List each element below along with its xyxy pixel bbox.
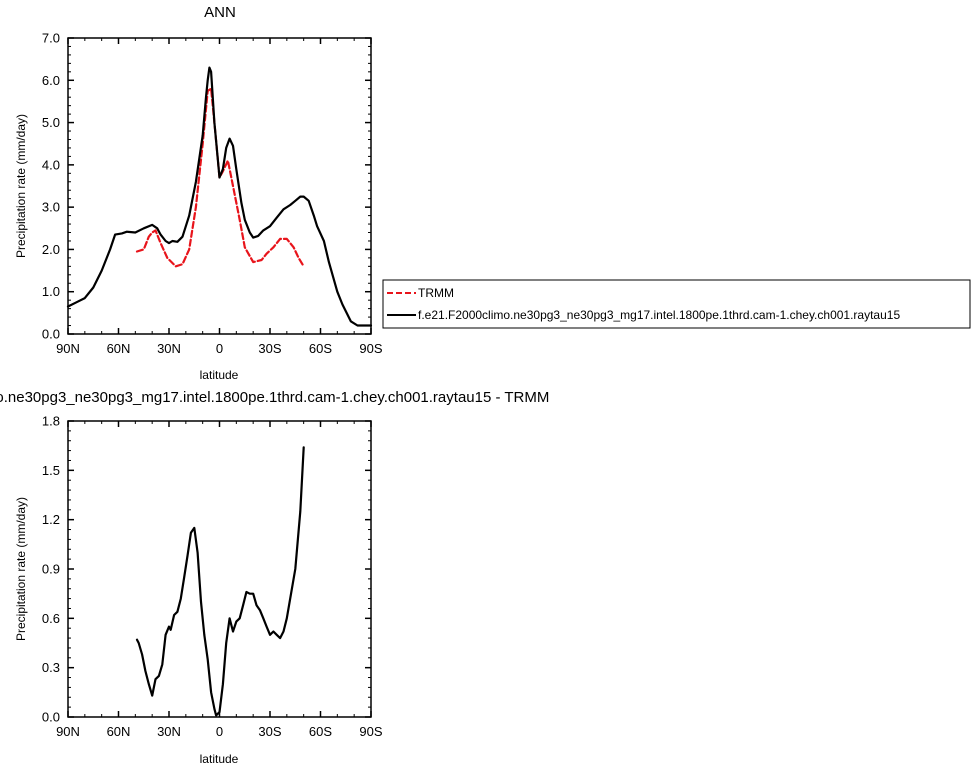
bottom-x-tick-label: 30N: [157, 724, 181, 739]
top-tick-marks: [67, 37, 372, 335]
bottom-y-tick-label: 1.8: [42, 414, 60, 429]
top-panel: ANN 90N 60N 30N 0 30S 60S 90S 0.0 1.0 2.0 3.0 4.0 5.…: [14, 4, 383, 382]
bottom-y-tick-label: 0.9: [42, 562, 60, 577]
bottom-panel: f.e21.F2000climo.ne30pg3_ne30pg3_mg17.in…: [0, 389, 549, 766]
top-y-axis-label: Precipitation rate (mm/day): [14, 114, 28, 258]
top-y-tick-label: 0.0: [42, 327, 60, 342]
top-plot-frame: [67, 37, 372, 335]
top-series-layer: [66, 66, 373, 327]
bottom-x-tick-label: 90S: [359, 724, 382, 739]
top-x-axis-label: latitude: [200, 368, 239, 382]
bottom-tick-marks: [67, 420, 372, 718]
top-tick-labels: 90N 60N 30N 0 30S 60S 90S 0.0 1.0 2.0 3.0 4.0 5.0 6.0…: [42, 31, 383, 357]
top-y-tick-label: 3.0: [42, 200, 60, 215]
bottom-x-tick-label: 30S: [258, 724, 281, 739]
top-x-tick-label: 0: [216, 341, 223, 356]
bottom-plot-frame: [67, 420, 372, 718]
top-x-tick-label: 60N: [107, 341, 131, 356]
bottom-y-tick-label: 0.6: [42, 611, 60, 626]
bottom-x-tick-label: 90N: [56, 724, 80, 739]
bottom-series-layer: [135, 446, 305, 717]
bottom-y-tick-label: 0.3: [42, 660, 60, 675]
top-y-tick-label: 7.0: [42, 31, 60, 46]
top-series-model-line: [66, 66, 373, 327]
top-y-tick-label: 4.0: [42, 157, 60, 172]
bottom-chart-title: f.e21.F2000climo.ne30pg3_ne30pg3_mg17.in…: [0, 389, 549, 406]
bottom-y-tick-label: 1.5: [42, 463, 60, 478]
bottom-x-tick-label: 60S: [309, 724, 332, 739]
bottom-x-tick-label: 60N: [107, 724, 131, 739]
bottom-x-tick-label: 0: [216, 724, 223, 739]
top-x-tick-label: 30S: [258, 341, 281, 356]
legend: TRMM f.e21.F2000climo.ne30pg3_ne30pg3_mg…: [382, 279, 971, 329]
bottom-tick-labels: 90N 60N 30N 0 30S 60S 90S 0.0 0.3 0.6 0.9 1.2 1.5 1.8: [42, 414, 383, 740]
top-x-tick-label: 60S: [309, 341, 332, 356]
legend-box: [382, 279, 971, 329]
bottom-series-model-line: [135, 446, 305, 717]
legend-model-label: f.e21.F2000climo.ne30pg3_ne30pg3_mg17.in…: [418, 308, 900, 322]
bottom-y-tick-label: 1.2: [42, 512, 60, 527]
top-y-tick-label: 6.0: [42, 73, 60, 88]
top-chart-title: ANN: [204, 4, 236, 21]
top-x-tick-label: 30N: [157, 341, 181, 356]
top-x-tick-label: 90N: [56, 341, 80, 356]
top-x-tick-label: 90S: [359, 341, 382, 356]
bottom-y-tick-label: 0.0: [42, 710, 60, 725]
bottom-x-axis-label: latitude: [200, 752, 239, 766]
top-y-tick-label: 1.0: [42, 284, 60, 299]
top-y-tick-label: 2.0: [42, 242, 60, 257]
legend-trmm-label: TRMM: [418, 286, 454, 300]
top-y-tick-label: 5.0: [42, 115, 60, 130]
bottom-y-axis-label: Precipitation rate (mm/day): [14, 497, 28, 641]
